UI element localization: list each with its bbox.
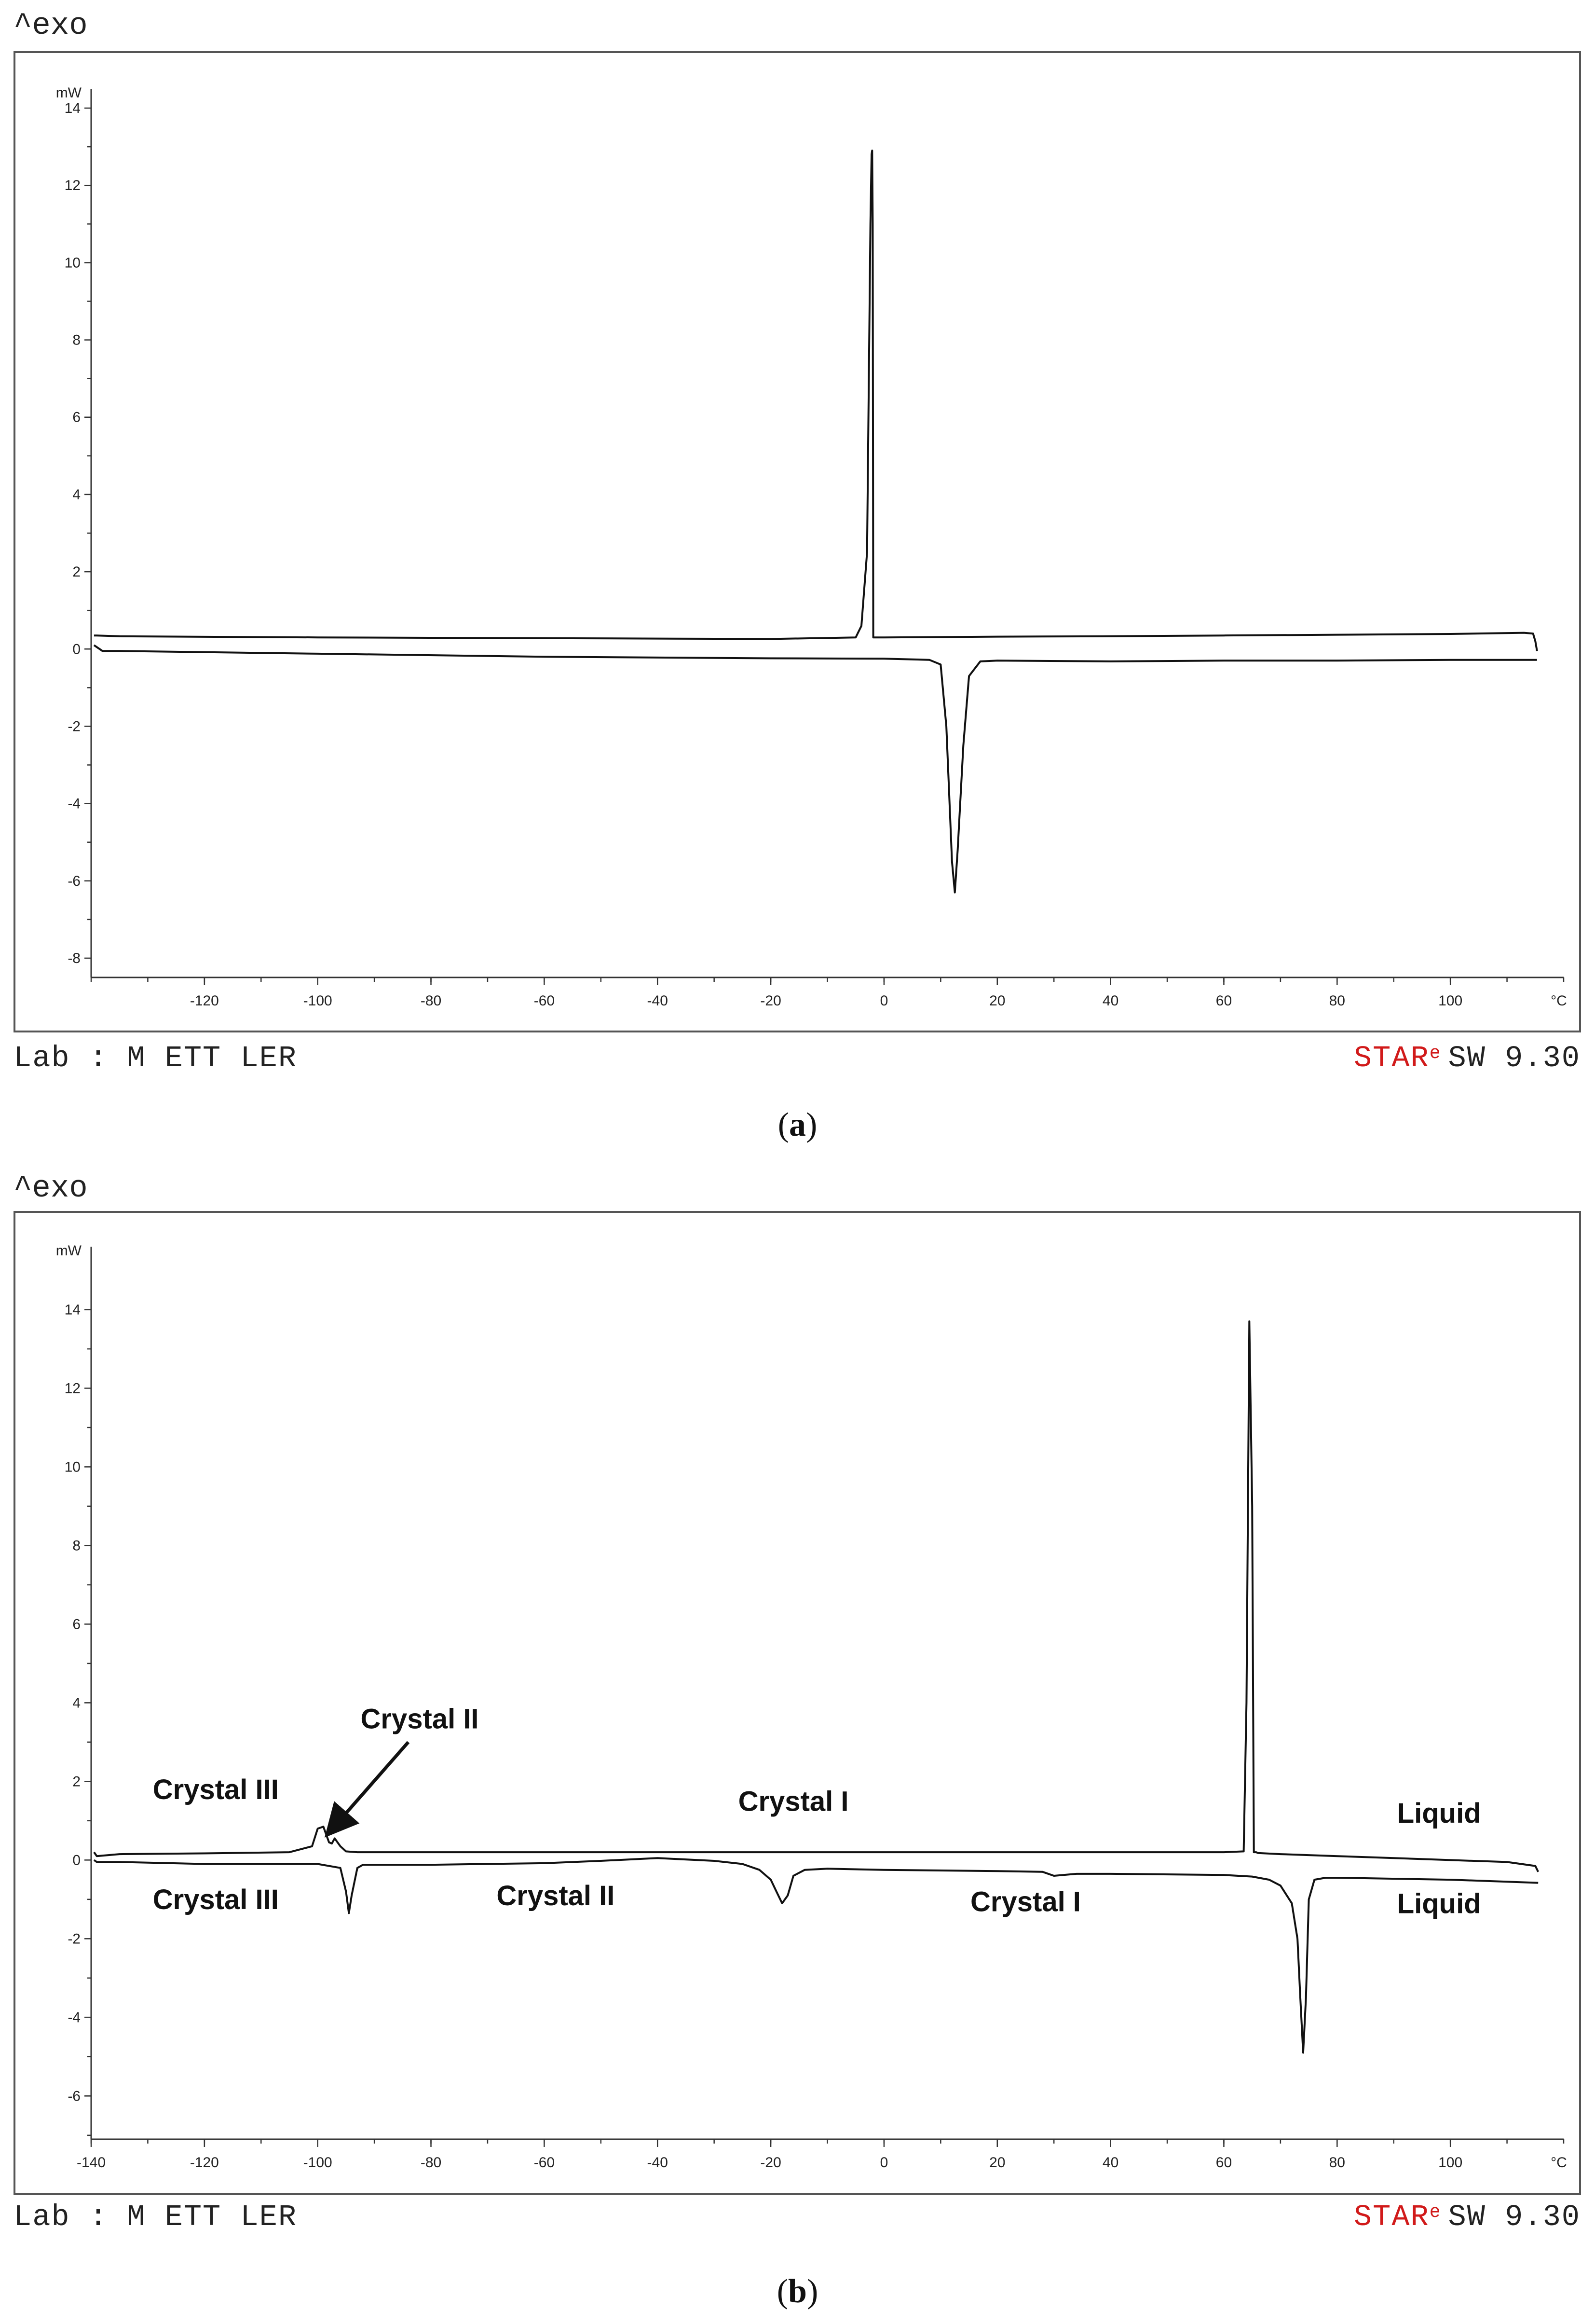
chart-panel-b: ^exo 14 12 10 8 6 4 2 0 -2 -4 -6 mW -140 -120 -100 -80-… [0,1163,1595,2324]
y-tick-label: 2 [72,1774,81,1789]
y-tick-label: 14 [65,1302,81,1318]
exo-label: ^exo [14,9,88,43]
phase-label: Liquid [1397,1888,1481,1919]
x-tick-label: -60 [534,993,555,1009]
phase-label: Crystal III [153,1884,279,1915]
y-tick-label: 4 [72,1695,81,1711]
caption-close: ) [806,1106,818,1143]
y-tick-label: -4 [68,796,81,812]
y-tick-label: -6 [68,2088,81,2104]
caption-letter: b [788,2273,807,2310]
star-text: STAR [1353,1041,1430,1075]
phase-label: Crystal II [496,1880,614,1911]
software-version: SW 9.30 [1448,2200,1581,2234]
footer-lab: Lab : M ETT LER [14,2200,298,2234]
x-tick-label: -20 [760,993,781,1009]
x-axis-unit: °C [1551,2155,1567,2171]
x-tick-label: 80 [1329,2155,1345,2171]
y-tick-label: 10 [65,1459,81,1475]
plot-frame: 14 12 10 8 6 4 2 0 -2 -4 -6 -8 mW -120 -100 -80 -60 -40 -2… [14,51,1581,1032]
x-tick-label: 80 [1329,993,1345,1009]
panel-caption: (b) [0,2272,1595,2311]
y-tick-label: 8 [72,332,81,348]
x-tick-label: 20 [989,993,1005,1009]
caption-open: ( [777,2273,789,2310]
x-tick-label: -100 [303,993,332,1009]
x-tick-label: -40 [647,993,668,1009]
dsc-trace-2 [93,644,1537,894]
x-tick-label: -120 [190,2155,219,2171]
x-tick-label: -100 [303,2155,332,2171]
y-axis-unit: mW [56,1243,82,1259]
x-tick-label: 0 [880,2155,888,2171]
y-tick-label: 4 [72,487,81,503]
y-tick-label: -6 [68,873,81,889]
y-tick-label: 10 [65,255,81,271]
y-tick-label: -4 [68,2009,81,2025]
x-tick-label: 100 [1438,2155,1462,2171]
dsc-trace-2 [93,1857,1539,2054]
y-tick-label: 12 [65,178,81,193]
annotation-arrow [324,1741,410,1838]
caption-close: ) [806,2273,818,2310]
exo-label: ^exo [14,1171,88,1206]
x-tick-label: -40 [647,2155,668,2171]
phase-label: Crystal II [361,1703,479,1734]
chart-panel-a: ^exo 14 12 10 8 6 4 2 0 -2 -4 -6 -8 mW -120 -100 -80 -60… [0,0,1595,1148]
dsc-trace-1 [93,1320,1540,1872]
y-tick-label: 14 [65,100,81,116]
star-superscript: e [1429,1043,1442,1064]
y-tick-label: 0 [72,1852,81,1868]
star-superscript: e [1429,2202,1442,2223]
x-tick-label: 0 [880,993,888,1009]
x-tick-label: -120 [190,993,219,1009]
dsc-trace-1 [94,150,1538,651]
panel-caption: (a) [0,1106,1595,1144]
x-axis-unit: °C [1551,993,1567,1009]
phase-label: Crystal III [153,1774,279,1805]
y-tick-label: -2 [68,718,81,734]
plot-frame: 14 12 10 8 6 4 2 0 -2 -4 -6 mW -140 -120 -100 -80 -60 -40… [14,1211,1581,2195]
caption-letter: a [789,1106,806,1143]
y-tick-label: 6 [72,410,81,426]
x-tick-label: 100 [1438,993,1462,1009]
y-axis-unit: mW [56,85,82,101]
software-version: SW 9.30 [1448,1041,1581,1075]
footer-lab: Lab : M ETT LER [14,1041,298,1075]
x-tick-label: -60 [534,2155,555,2171]
phase-label: Crystal I [970,1886,1081,1917]
phase-label: Crystal I [738,1786,849,1817]
footer-software: STARe SW 9.30 [1354,1041,1581,1075]
footer-software: STARe SW 9.30 [1354,2200,1581,2234]
y-tick-label: 0 [72,641,81,657]
y-tick-label: -8 [68,950,81,966]
y-tick-label: 6 [72,1616,81,1632]
x-tick-label: 60 [1216,993,1232,1009]
x-tick-label: -140 [77,2155,106,2171]
y-tick-label: 12 [65,1380,81,1396]
y-tick-label: 2 [72,564,81,580]
x-tick-label: -80 [421,993,441,1009]
caption-open: ( [777,1106,789,1143]
phase-label: Liquid [1397,1798,1481,1829]
x-tick-label: 40 [1103,2155,1118,2171]
y-tick-label: 8 [72,1538,81,1554]
star-text: STAR [1353,2200,1430,2234]
x-tick-label: 60 [1216,2155,1232,2171]
x-tick-label: 40 [1103,993,1118,1009]
y-tick-label: -2 [68,1931,81,1947]
x-tick-label: -20 [760,2155,781,2171]
x-tick-label: 20 [989,2155,1005,2171]
x-tick-label: -80 [421,2155,441,2171]
